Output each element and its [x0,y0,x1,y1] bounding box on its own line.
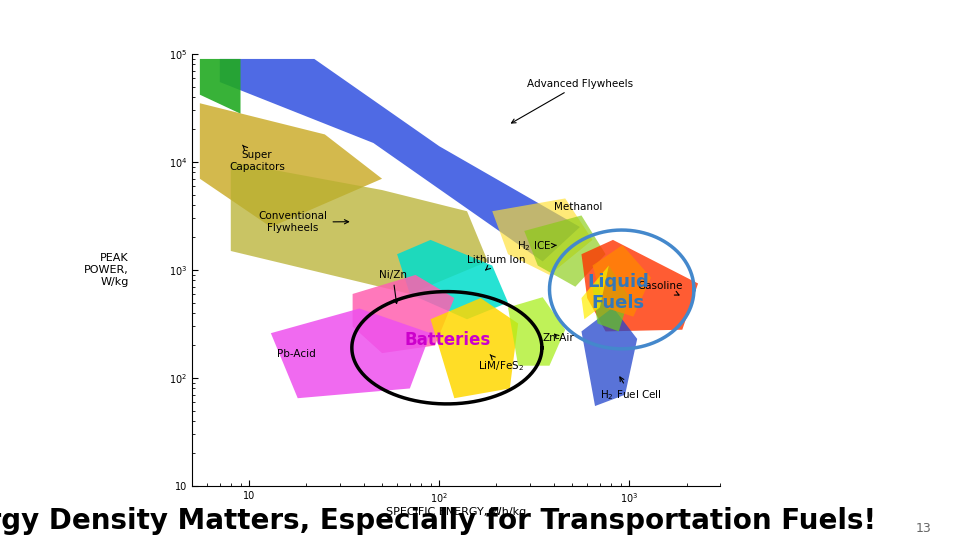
Polygon shape [582,307,637,406]
Polygon shape [524,215,606,287]
Polygon shape [592,245,651,316]
Polygon shape [508,297,565,366]
Polygon shape [582,240,698,332]
Text: 13: 13 [916,522,931,535]
Text: Liquid
Fuels: Liquid Fuels [587,273,649,312]
Text: Energy Density Matters, Especially for Transportation Fuels!: Energy Density Matters, Especially for T… [0,507,876,535]
Polygon shape [200,59,241,114]
Text: H$_2$ Fuel Cell: H$_2$ Fuel Cell [600,377,661,402]
Polygon shape [592,266,630,332]
Polygon shape [271,308,431,398]
Polygon shape [230,162,488,294]
Text: Batteries: Batteries [404,332,491,349]
Text: H$_2$ ICE: H$_2$ ICE [516,239,557,253]
Polygon shape [220,59,580,261]
Polygon shape [492,198,592,275]
Polygon shape [397,240,508,319]
X-axis label: SPECIFIC ENERGY, Wh/kg: SPECIFIC ENERGY, Wh/kg [386,508,526,517]
Text: Zn-Air: Zn-Air [542,333,574,343]
Text: Methanol: Methanol [554,202,602,212]
Polygon shape [200,103,382,227]
Text: Gasoline: Gasoline [637,281,683,295]
Text: LiM/FeS$_2$: LiM/FeS$_2$ [478,355,524,373]
Text: Advanced Flywheels: Advanced Flywheels [512,78,634,123]
Polygon shape [431,298,518,398]
Text: Lithium Ion: Lithium Ion [467,255,525,270]
Text: Pb-Acid: Pb-Acid [277,349,316,360]
Text: Ni/Zn: Ni/Zn [378,269,407,303]
Polygon shape [352,275,454,353]
Text: Super
Capacitors: Super Capacitors [229,145,285,172]
Polygon shape [582,266,609,319]
Text: Conventional
Flywheels: Conventional Flywheels [258,211,348,233]
Y-axis label: PEAK
POWER,
W/kg: PEAK POWER, W/kg [84,253,129,287]
